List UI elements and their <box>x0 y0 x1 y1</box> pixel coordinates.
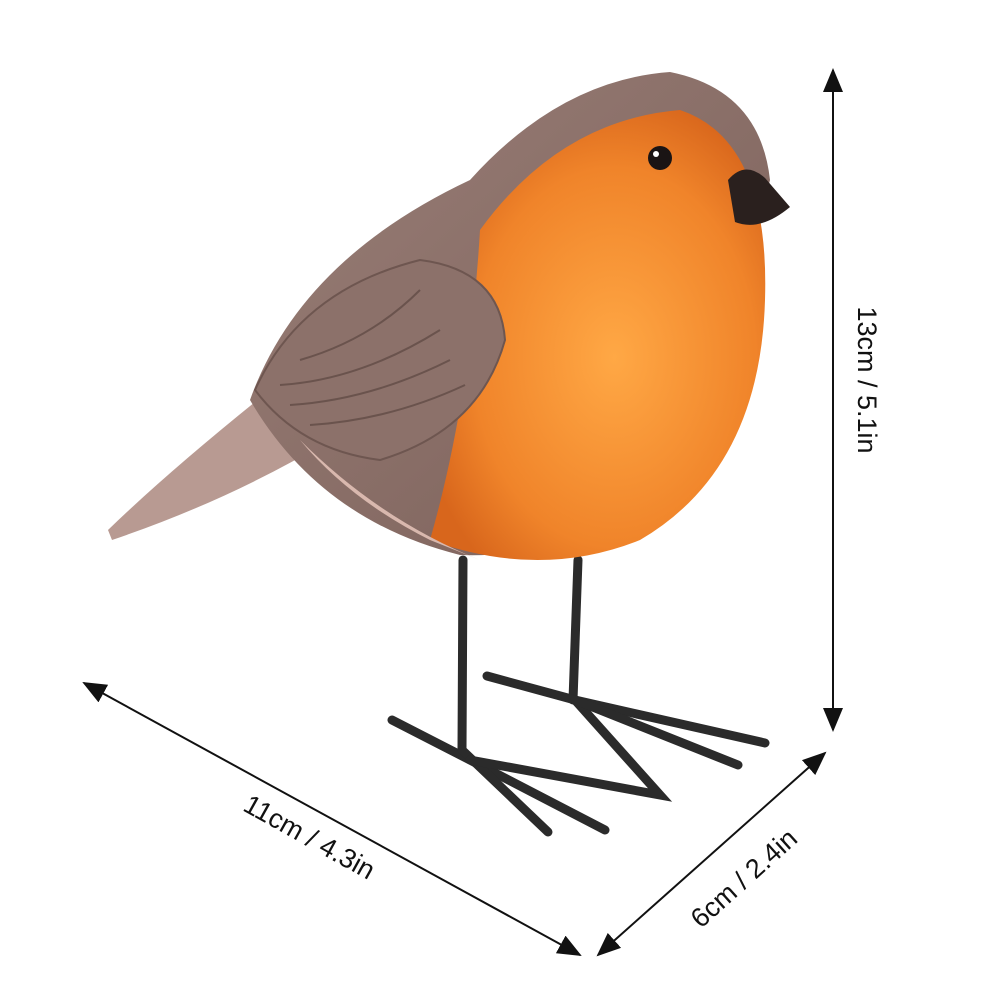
bird-breast <box>430 110 766 560</box>
length-label: 11cm / 4.3in <box>239 789 380 886</box>
width-label: 6cm / 2.4in <box>685 823 803 934</box>
bird-legs <box>387 555 770 837</box>
bird-wing <box>253 258 507 462</box>
height-label: 13cm / 5.1in <box>852 306 882 453</box>
width-dimension-arrow <box>596 751 827 957</box>
bird-beak <box>728 169 790 225</box>
bird-eye <box>648 146 672 170</box>
wing-feathers <box>279 289 466 426</box>
length-dimension-arrow <box>82 682 582 956</box>
